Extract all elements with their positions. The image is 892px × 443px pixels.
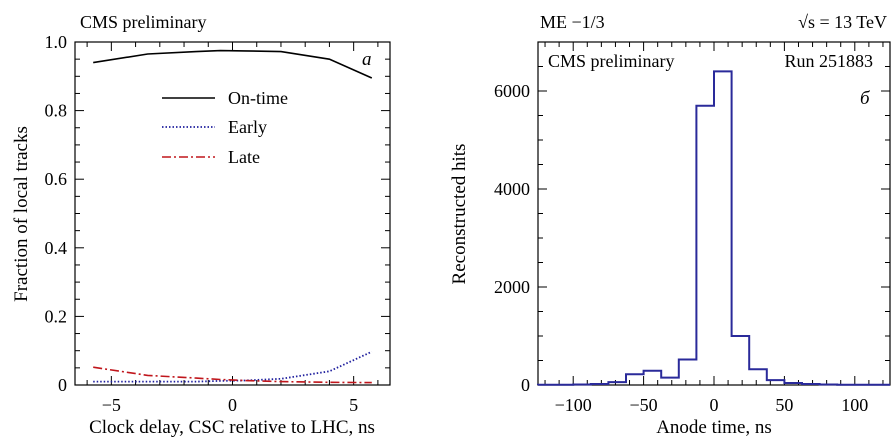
- left-series-lines: [93, 49, 373, 384]
- right-histogram: [537, 70, 890, 386]
- right-x-tick-label: 100: [841, 395, 868, 415]
- right-y-tick-label: 6000: [494, 81, 530, 101]
- left-cms-annotation: CMS preliminary: [80, 12, 207, 32]
- right-y-tick-label: 4000: [494, 179, 530, 199]
- left-x-tick-label: 0: [228, 395, 237, 415]
- left-legend: On-time Early Late: [162, 88, 288, 167]
- left-y-tick-label: 0.4: [45, 238, 68, 258]
- histogram-bin: [696, 106, 714, 385]
- right-panel-tag: б: [860, 88, 871, 109]
- histogram-bin: [714, 71, 732, 385]
- left-y-tick-label: 0: [58, 375, 67, 395]
- right-y-tick-label: 0: [521, 375, 530, 395]
- left-panel-tag: a: [362, 49, 372, 70]
- right-chart-panel: −100 −50 0 50 100 0 2000 4000 6000 ME −1/3 √s = …: [449, 12, 891, 438]
- histogram-bin: [661, 378, 679, 385]
- left-x-tick-label: 5: [349, 395, 358, 415]
- right-x-tick-label: 0: [710, 395, 719, 415]
- histogram-outline: [537, 70, 890, 386]
- series-line-late: [93, 366, 372, 384]
- right-y-axis-label: Reconstructed hits: [449, 144, 470, 285]
- histogram-bin: [644, 371, 662, 385]
- series-line-early: [93, 350, 373, 383]
- left-chart-panel: −5 0 5 0 0.2 0.4 0.6 0.8 1.0 CMS preliminary a O…: [11, 12, 391, 438]
- histogram-bin: [732, 336, 750, 385]
- series-line-on-time: [93, 49, 373, 79]
- histogram-bin: [626, 374, 644, 385]
- left-y-tick-label: 0.8: [45, 101, 68, 121]
- legend-label-late: Late: [228, 147, 260, 167]
- legend-label-early: Early: [228, 117, 267, 137]
- right-header-left: ME −1/3: [540, 12, 605, 32]
- right-axis-ticks: −100 −50 0 50 100 0 2000 4000 6000: [494, 42, 890, 415]
- right-x-tick-label: −100: [555, 395, 592, 415]
- right-x-tick-label: 50: [775, 395, 793, 415]
- left-x-axis-label: Clock delay, CSC relative to LHC, ns: [89, 417, 375, 438]
- left-x-tick-label: −5: [102, 395, 121, 415]
- right-x-axis-label: Anode time, ns: [656, 417, 772, 438]
- right-run-annotation: Run 251883: [784, 51, 873, 71]
- histogram-bin: [749, 369, 767, 385]
- histogram-bin: [679, 360, 697, 385]
- left-y-tick-label: 0.2: [45, 306, 68, 326]
- right-x-tick-label: −50: [630, 395, 658, 415]
- legend-label-on-time: On-time: [228, 88, 288, 108]
- right-y-tick-label: 2000: [494, 277, 530, 297]
- left-y-tick-label: 1.0: [45, 32, 68, 52]
- left-axis-ticks: −5 0 5 0 0.2 0.4 0.6 0.8 1.0: [45, 32, 390, 415]
- right-cms-annotation: CMS preliminary: [548, 51, 675, 71]
- left-y-axis-label: Fraction of local tracks: [11, 126, 32, 302]
- right-header-right: √s = 13 TeV: [798, 12, 887, 32]
- left-y-tick-label: 0.6: [45, 169, 68, 189]
